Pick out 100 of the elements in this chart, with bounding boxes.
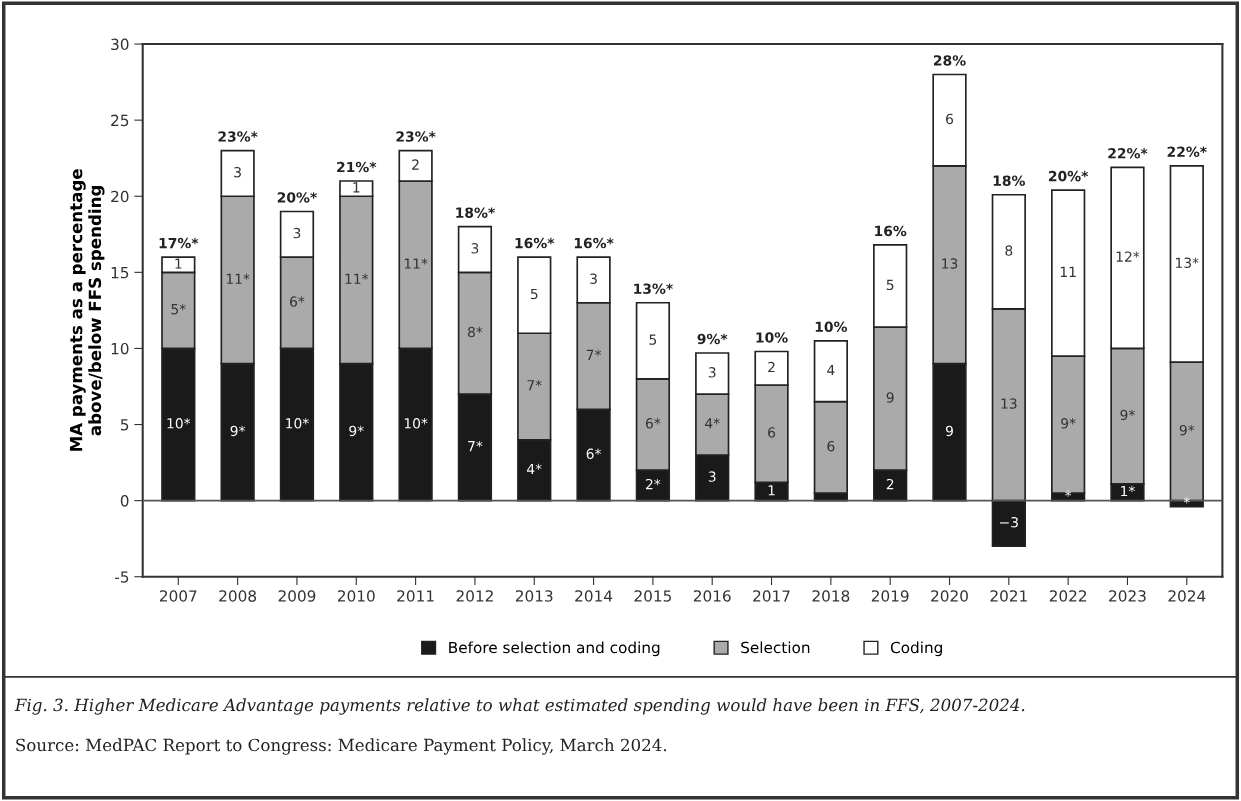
data-label: 3 bbox=[590, 273, 597, 284]
data-label: 4 bbox=[827, 364, 835, 376]
total-label: 22%* bbox=[1108, 148, 1148, 159]
data-label: 11* bbox=[404, 258, 428, 269]
x-tick-label: 2010 bbox=[337, 590, 375, 602]
data-label: 7* bbox=[586, 349, 602, 360]
total-label: 18% bbox=[993, 175, 1025, 186]
data-label: 6* bbox=[645, 418, 661, 429]
data-label: 1 bbox=[175, 258, 182, 269]
data-label: * bbox=[1183, 497, 1190, 504]
x-tick-label: 2023 bbox=[1109, 590, 1146, 602]
total-label: 13%* bbox=[634, 283, 673, 294]
total-label: 18%* bbox=[456, 207, 495, 218]
legend-label: Selection bbox=[741, 641, 810, 654]
data-label: 11 bbox=[1060, 266, 1076, 277]
x-tick-label: 2009 bbox=[278, 590, 316, 602]
data-label: 9* bbox=[349, 425, 364, 437]
data-label: 11* bbox=[226, 273, 250, 284]
total-label: 10% bbox=[756, 332, 788, 343]
data-label: 5 bbox=[886, 279, 894, 291]
data-label: 13 bbox=[1001, 398, 1017, 409]
total-label: 20%* bbox=[277, 192, 317, 203]
data-label: 3 bbox=[708, 471, 716, 482]
total-label: 16%* bbox=[515, 237, 555, 249]
data-label: 2* bbox=[646, 478, 661, 490]
x-tick-label: 2007 bbox=[159, 590, 197, 602]
x-tick-label: 2016 bbox=[693, 590, 731, 602]
data-label: 9* bbox=[230, 425, 246, 437]
legend-label: Coding bbox=[890, 641, 942, 657]
y-tick-label: 0 bbox=[120, 495, 129, 507]
data-label: −3 bbox=[1000, 516, 1018, 528]
data-label: 1 bbox=[353, 182, 360, 193]
data-label: 9* bbox=[1061, 418, 1076, 429]
total-label: 10% bbox=[815, 321, 848, 333]
data-label: 13 bbox=[942, 258, 958, 269]
data-label: 13* bbox=[1176, 257, 1199, 268]
total-label: 9%* bbox=[697, 333, 728, 345]
x-tick-label: 2008 bbox=[219, 590, 257, 602]
data-label: 5 bbox=[649, 334, 657, 345]
x-tick-label: 2014 bbox=[575, 590, 613, 602]
data-label: 5 bbox=[530, 288, 538, 300]
x-tick-label: 2024 bbox=[1168, 590, 1206, 602]
x-tick-label: 2020 bbox=[931, 590, 968, 602]
x-tick-label: 2013 bbox=[515, 590, 553, 602]
data-label: 9 bbox=[886, 392, 894, 403]
x-tick-label: 2019 bbox=[871, 590, 909, 602]
total-label: 20%* bbox=[1048, 170, 1089, 182]
y-tick-label: 30 bbox=[111, 38, 129, 51]
data-label: 2 bbox=[412, 159, 419, 170]
data-label: 1* bbox=[1121, 485, 1135, 497]
legend-label: Before selection and coding bbox=[449, 641, 660, 657]
data-label: 10* bbox=[404, 418, 428, 429]
data-label: 2 bbox=[886, 478, 894, 490]
x-tick-label: 2017 bbox=[753, 590, 790, 602]
data-label: 3 bbox=[708, 367, 716, 378]
data-label: 10* bbox=[167, 418, 191, 429]
y-tick-label: 25 bbox=[111, 114, 129, 127]
data-label: 6 bbox=[768, 427, 776, 438]
y-tick-label: 15 bbox=[111, 267, 129, 279]
data-label: 11* bbox=[345, 273, 369, 284]
data-label: 8 bbox=[1005, 245, 1013, 256]
x-tick-label: 2018 bbox=[812, 590, 850, 602]
y-tick-label: 10 bbox=[111, 342, 129, 355]
data-label: 3 bbox=[471, 243, 479, 254]
total-label: 23%* bbox=[396, 131, 436, 142]
total-label: 23%* bbox=[218, 131, 258, 142]
y-tick-label: 20 bbox=[111, 190, 129, 203]
data-label: * bbox=[1065, 490, 1072, 497]
data-label: 3 bbox=[293, 227, 301, 239]
data-label: 6* bbox=[586, 448, 602, 459]
x-tick-label: 2011 bbox=[397, 590, 434, 602]
data-label: 9 bbox=[945, 425, 953, 437]
x-tick-label: 2012 bbox=[456, 590, 493, 602]
data-label: 3 bbox=[234, 166, 241, 178]
total-label: 28% bbox=[933, 55, 966, 66]
data-label: 6 bbox=[827, 440, 835, 452]
y-tick-label: -5 bbox=[115, 571, 129, 583]
data-label: 7* bbox=[527, 380, 542, 391]
x-tick-label: 2021 bbox=[990, 590, 1027, 602]
data-label: 4* bbox=[705, 418, 720, 429]
data-label: 4* bbox=[527, 463, 542, 475]
data-label: 9* bbox=[1179, 424, 1195, 436]
source-note: Source: MedPAC Report to Congress: Medicare Payment Policy, March 2024. bbox=[16, 738, 667, 755]
y-tick-label: 5 bbox=[120, 419, 129, 431]
caption: Fig. 3. Higher Medicare Advantage payments relative to what estimated spending would have been in FFS, 2007-2024. bbox=[14, 698, 1025, 715]
data-label: 8* bbox=[467, 326, 483, 338]
total-label: 21%* bbox=[337, 161, 377, 173]
data-label: 7* bbox=[468, 440, 483, 452]
data-label: 10* bbox=[286, 418, 309, 429]
data-label: 1 bbox=[768, 485, 775, 496]
x-tick-label: 2022 bbox=[1049, 590, 1087, 602]
data-label: 6 bbox=[946, 113, 954, 125]
data-label: 12* bbox=[1116, 251, 1140, 262]
x-tick-label: 2015 bbox=[634, 590, 671, 602]
total-label: 16% bbox=[875, 225, 907, 237]
data-label: 9* bbox=[1120, 409, 1135, 421]
data-label: 6* bbox=[290, 296, 305, 307]
y-axis-title: MA payments as a percentage above/below FFS spending bbox=[69, 169, 105, 451]
data-label: 2 bbox=[768, 361, 775, 373]
total-label: 16%* bbox=[574, 237, 614, 249]
